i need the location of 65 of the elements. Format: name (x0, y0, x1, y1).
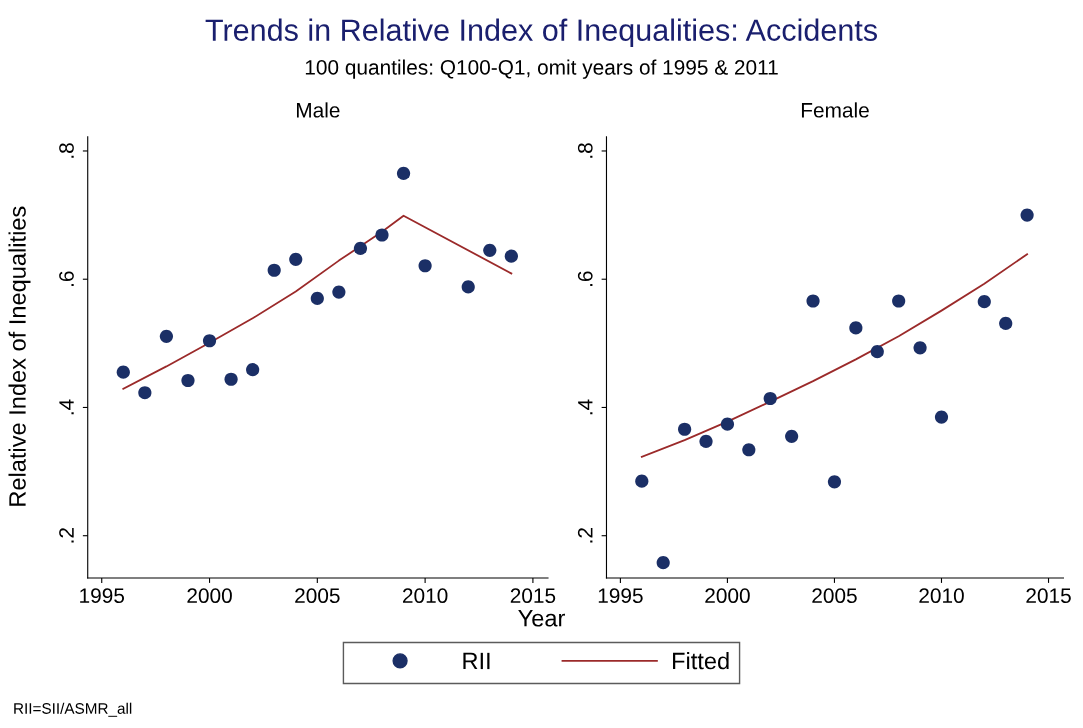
point (785, 429, 799, 443)
x-tick-label: 2015 (1026, 588, 1071, 604)
point (656, 556, 670, 570)
point (224, 372, 238, 386)
x-tick-label: 1995 (80, 588, 125, 604)
text: 100 quantiles: Q100-Q1, omit years of 1995 & 2011 (305, 59, 778, 79)
point (396, 166, 411, 180)
line-series (122, 214, 513, 390)
point (892, 294, 906, 308)
text: Trends in Relative Index of Inequalities: Accidents (205, 18, 877, 47)
y-axis-title: Relative Index of Inequalities (8, 206, 31, 506)
point (461, 280, 475, 294)
line-series (640, 253, 1029, 458)
y-tick-label: .6 (577, 271, 593, 286)
point (763, 391, 777, 406)
x-tick-label: 2010 (919, 588, 964, 604)
point (138, 386, 152, 400)
y-tick-label: .6 (59, 271, 74, 286)
x-tick-label: 2005 (295, 588, 340, 604)
x-tick-label: 2000 (187, 588, 232, 604)
x-tick-label: 1995 (598, 588, 643, 604)
chart-title: Female (801, 102, 869, 118)
point (678, 422, 692, 436)
y-tick-label: .8 (59, 143, 74, 158)
point (635, 474, 649, 488)
x-tick-label: 2000 (705, 588, 750, 604)
point (353, 241, 368, 256)
point (699, 434, 713, 449)
point (246, 363, 260, 377)
x-axis-title: Year (518, 610, 565, 627)
point (375, 228, 389, 242)
point (181, 373, 195, 388)
point (806, 294, 820, 308)
x-tick-label: 2010 (402, 588, 448, 604)
point (418, 259, 432, 273)
chart-title: Male (296, 102, 340, 118)
point (913, 341, 927, 355)
legend-label: RII (463, 652, 490, 670)
text: RII=SII/ASMR_all (14, 702, 132, 717)
point (742, 443, 756, 457)
y-tick-label: .8 (577, 143, 593, 158)
point (720, 417, 735, 431)
point (1020, 208, 1034, 222)
y-tick-label: .2 (577, 528, 593, 543)
point (310, 291, 324, 306)
point (999, 316, 1013, 331)
y-tick-label: .4 (578, 399, 593, 415)
point (116, 365, 130, 379)
point (827, 475, 842, 489)
x-tick-label: 2015 (510, 588, 556, 604)
legend-label: Fitted (673, 651, 729, 670)
y-tick-label: .2 (59, 528, 74, 543)
point (870, 345, 884, 359)
point (202, 334, 217, 348)
point (267, 263, 281, 277)
x-tick-label: 2005 (812, 588, 857, 604)
point (934, 410, 949, 424)
point (977, 295, 991, 309)
point (504, 249, 518, 263)
point (849, 321, 863, 335)
point (159, 329, 173, 343)
point (332, 285, 346, 299)
point (289, 252, 303, 266)
point (483, 243, 497, 257)
y-tick-label: .4 (59, 399, 74, 415)
